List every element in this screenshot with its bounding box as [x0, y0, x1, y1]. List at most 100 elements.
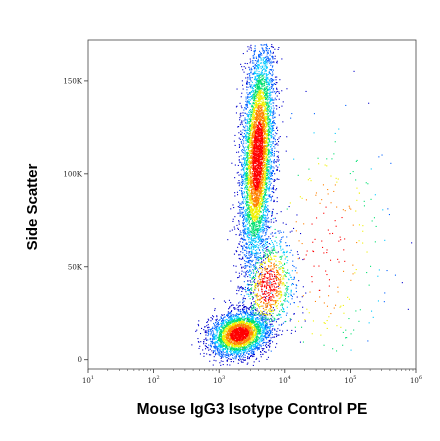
- data-point: [270, 182, 272, 184]
- data-point: [226, 359, 228, 361]
- data-point: [266, 51, 268, 53]
- data-point: [282, 303, 284, 305]
- data-point: [239, 189, 241, 191]
- data-point: [264, 316, 266, 318]
- data-point: [229, 364, 231, 366]
- data-point: [248, 284, 250, 286]
- data-point: [258, 221, 260, 223]
- data-point: [266, 332, 268, 334]
- data-point: [265, 223, 267, 225]
- data-point: [257, 238, 259, 240]
- data-point: [247, 158, 249, 160]
- data-point: [273, 122, 275, 124]
- data-point: [225, 346, 227, 348]
- data-point: [245, 121, 247, 123]
- data-point: [206, 325, 208, 327]
- data-point: [260, 220, 262, 222]
- data-point: [239, 286, 241, 288]
- data-point: [251, 109, 253, 111]
- data-point: [253, 270, 255, 272]
- data-point: [267, 134, 269, 136]
- data-point: [226, 357, 228, 359]
- data-point: [265, 189, 267, 191]
- data-point: [262, 213, 264, 215]
- data-point: [239, 347, 241, 349]
- data-point: [226, 351, 228, 353]
- data-point: [264, 179, 266, 181]
- data-point: [244, 352, 246, 354]
- data-point: [225, 322, 227, 324]
- data-point: [254, 67, 256, 69]
- data-point: [232, 204, 234, 206]
- data-point: [258, 245, 260, 247]
- data-point: [216, 331, 218, 333]
- data-point: [247, 137, 249, 139]
- data-point: [240, 112, 242, 114]
- data-point: [255, 342, 257, 344]
- data-point: [256, 334, 258, 336]
- data-point: [242, 175, 244, 177]
- data-point: [225, 327, 227, 329]
- data-point: [223, 327, 225, 329]
- data-point: [223, 344, 225, 346]
- data-point: [240, 212, 242, 214]
- data-point: [249, 97, 251, 99]
- data-point: [233, 207, 235, 209]
- data-point: [252, 348, 254, 350]
- data-point: [205, 337, 207, 339]
- data-point: [235, 358, 237, 360]
- data-point: [234, 134, 236, 136]
- data-point: [222, 322, 224, 324]
- data-point: [266, 94, 268, 96]
- data-point: [268, 153, 270, 155]
- data-point: [247, 106, 249, 108]
- data-point: [250, 321, 252, 323]
- data-point: [251, 68, 253, 70]
- data-point: [247, 100, 249, 102]
- data-point: [238, 180, 240, 182]
- data-point: [241, 92, 243, 94]
- data-point: [268, 336, 270, 338]
- data-point: [265, 67, 267, 69]
- data-point: [215, 327, 217, 329]
- data-point: [266, 90, 268, 92]
- data-point: [254, 268, 256, 270]
- data-point: [278, 324, 280, 326]
- data-point: [253, 355, 255, 357]
- data-point: [261, 47, 263, 49]
- data-point: [302, 306, 304, 308]
- data-point: [269, 178, 271, 180]
- data-point: [243, 197, 245, 199]
- data-point: [252, 55, 254, 57]
- data-point: [266, 229, 268, 231]
- data-point: [250, 211, 252, 213]
- data-point: [252, 105, 254, 107]
- data-point: [209, 339, 211, 341]
- data-point: [252, 259, 254, 261]
- data-point: [240, 130, 242, 132]
- data-point: [213, 345, 215, 347]
- data-point: [251, 306, 253, 308]
- data-point: [246, 136, 248, 138]
- data-point: [251, 216, 253, 218]
- data-point: [226, 325, 228, 327]
- data-point: [226, 322, 228, 324]
- data-point: [249, 92, 251, 94]
- data-point: [242, 220, 244, 222]
- data-point: [269, 238, 271, 240]
- data-point: [271, 174, 273, 176]
- data-point: [246, 159, 248, 161]
- data-point: [243, 310, 245, 312]
- data-point: [216, 347, 218, 349]
- data-point: [250, 110, 252, 112]
- data-point: [267, 174, 269, 176]
- data-point: [228, 316, 230, 318]
- data-point: [289, 202, 291, 204]
- data-point: [290, 293, 292, 295]
- data-point: [252, 321, 254, 323]
- data-point: [253, 98, 255, 100]
- data-point: [254, 281, 256, 283]
- data-point: [209, 337, 211, 339]
- data-point: [267, 118, 269, 120]
- data-point: [270, 339, 272, 341]
